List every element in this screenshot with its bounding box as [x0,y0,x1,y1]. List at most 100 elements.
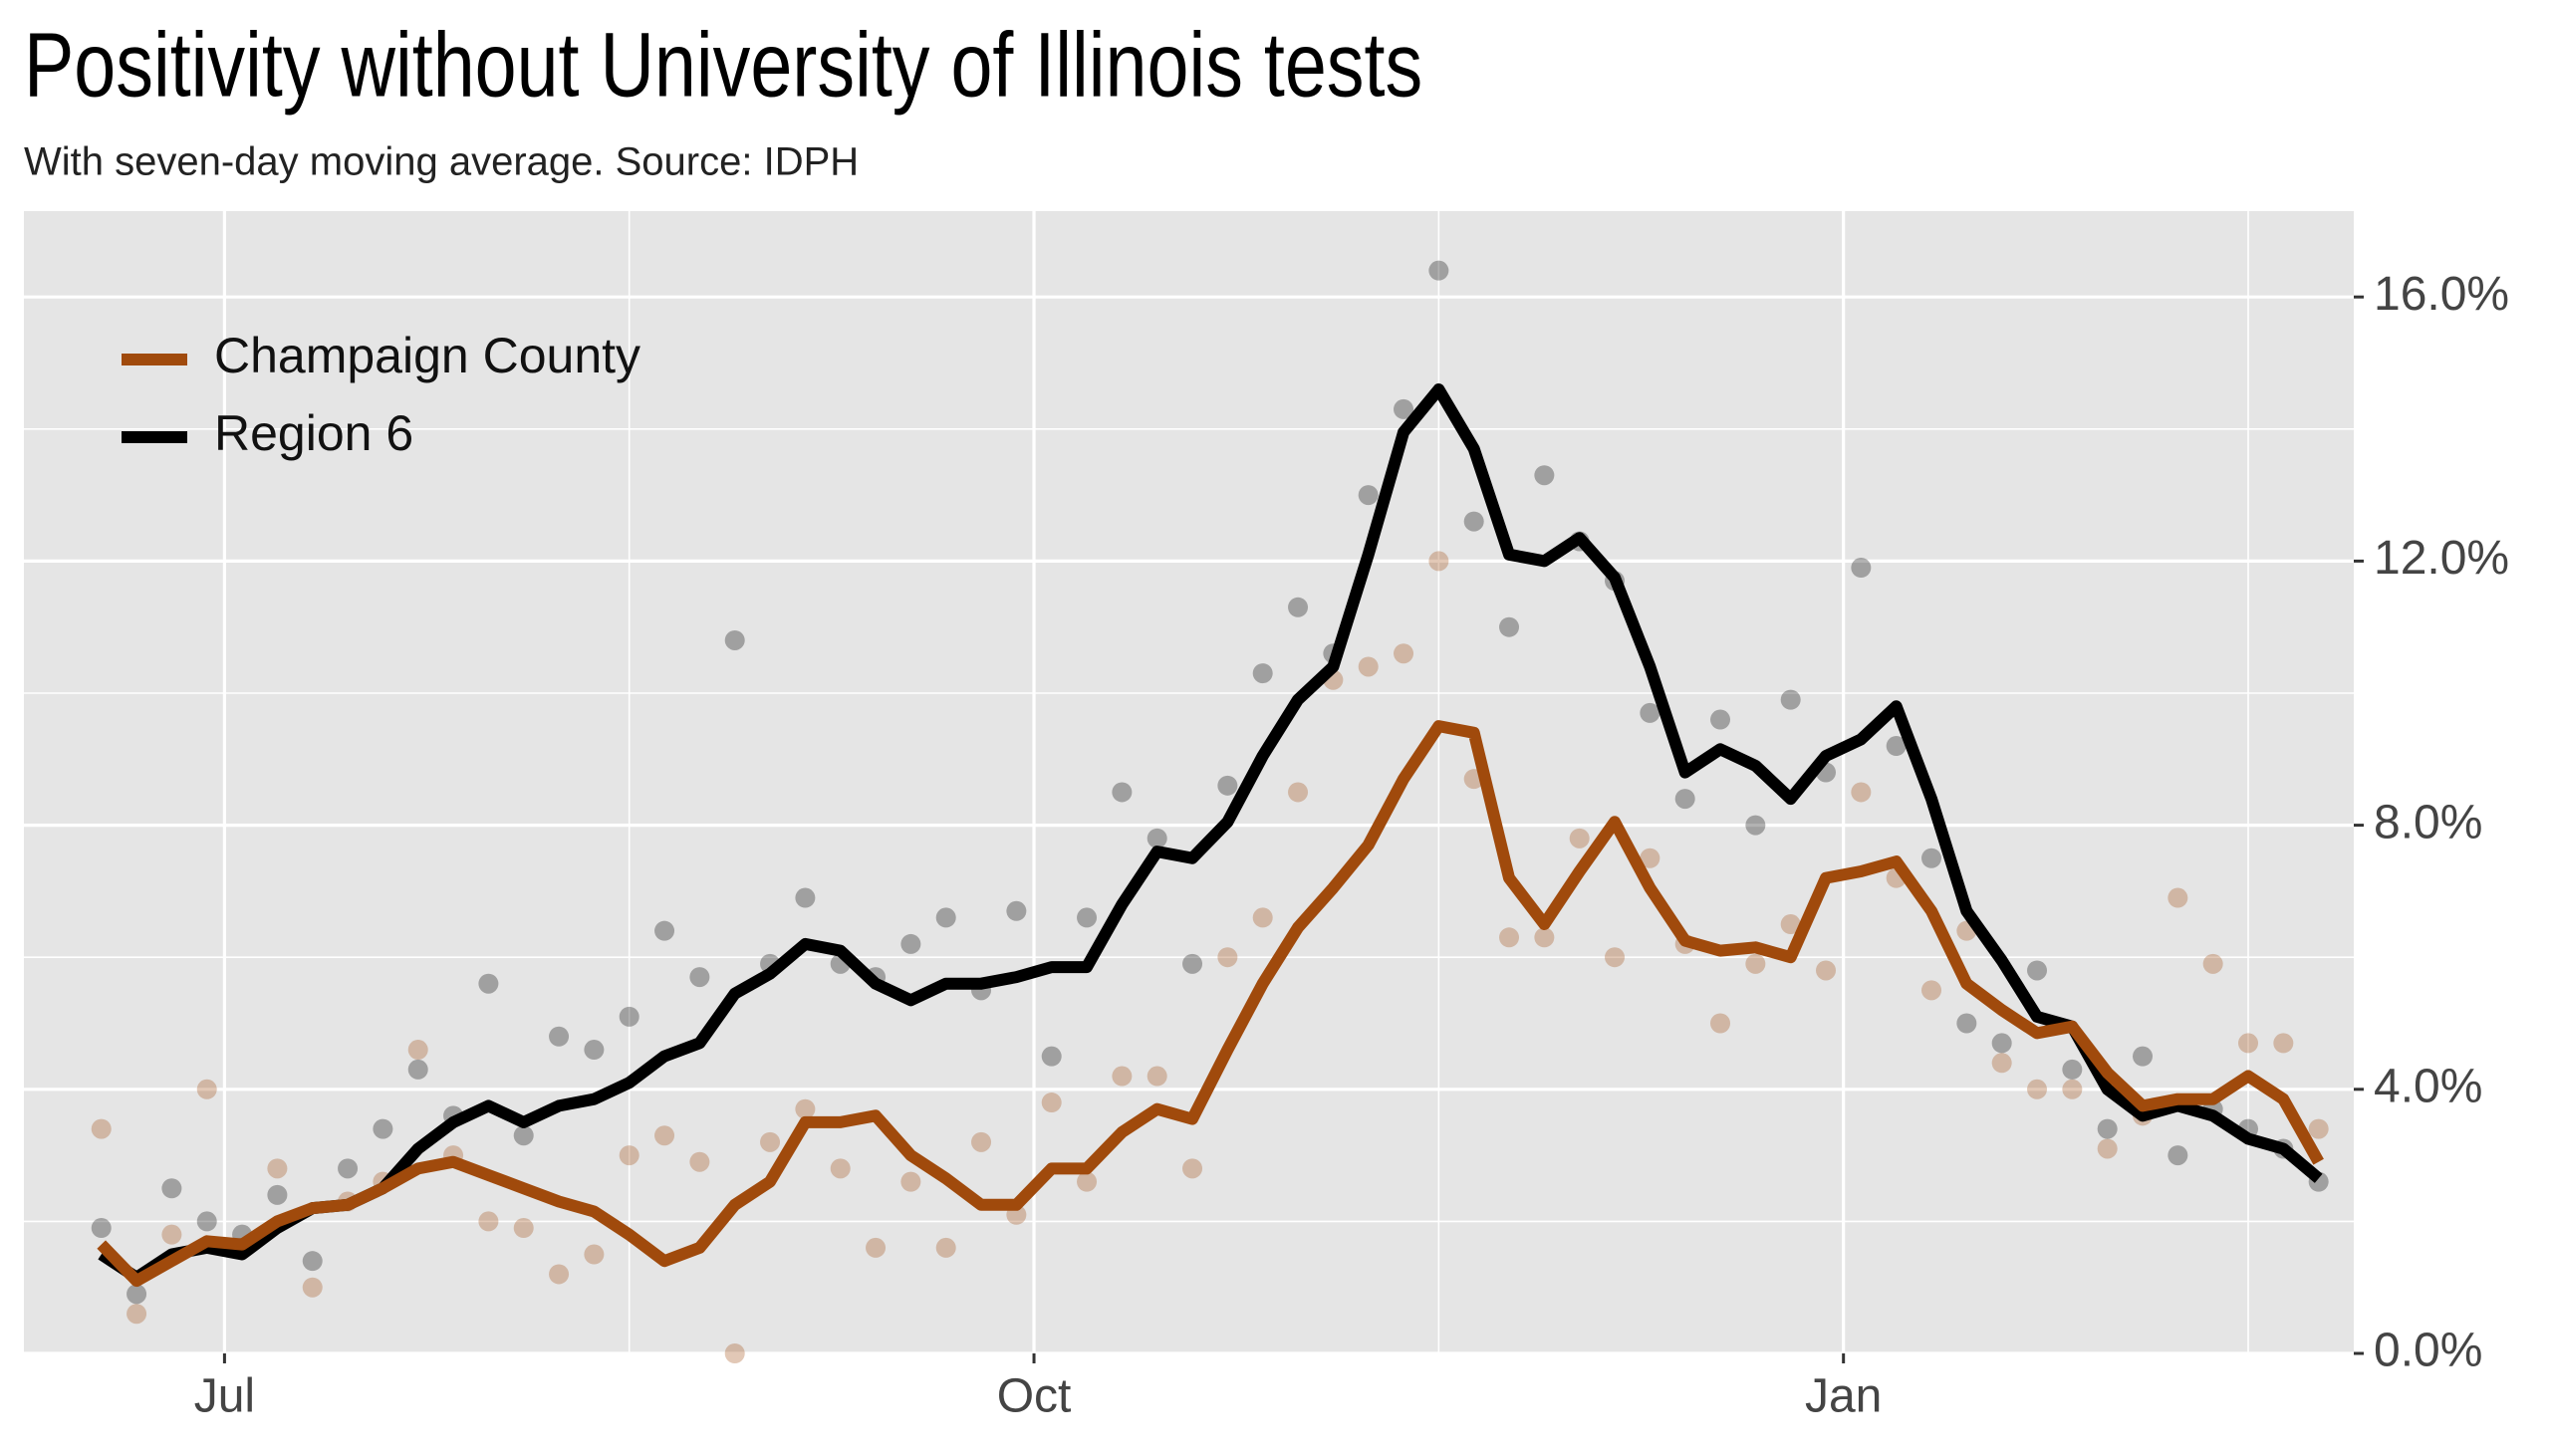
daily-point [724,1343,745,1363]
daily-point [584,1244,605,1265]
daily-point [1428,260,1449,281]
daily-point [1710,709,1731,730]
daily-point [584,1040,605,1061]
daily-point [2027,1079,2048,1099]
daily-point [127,1304,147,1325]
daily-point [91,1218,112,1239]
daily-point [1252,907,1273,928]
daily-point [2062,1079,2083,1099]
daily-point [900,1171,921,1192]
daily-point [1112,782,1133,803]
daily-point [373,1118,393,1139]
daily-point [1745,815,1766,836]
daily-point [1991,1053,2012,1074]
daily-point [1147,828,1167,849]
moving-average-line [98,383,2323,1284]
y-tick-label: 8.0% [2374,796,2482,849]
daily-point [900,933,921,954]
daily-point [1956,1013,1977,1034]
daily-point [2097,1138,2118,1159]
daily-point [2308,1118,2329,1139]
daily-point [1288,597,1309,617]
daily-point [1499,616,1520,637]
y-tick-label: 0.0% [2374,1325,2482,1377]
daily-point [1991,1033,2012,1054]
daily-point [619,1145,639,1166]
daily-point [866,1237,887,1258]
chart-subtitle: With seven-day moving average. Source: I… [24,140,859,184]
daily-point [1499,927,1520,948]
daily-point [1217,947,1238,968]
daily-point [1182,1158,1203,1179]
daily-point [2027,960,2048,981]
daily-point [2168,1145,2188,1166]
daily-point [161,1224,182,1245]
x-tick-label: Jul [194,1370,255,1423]
daily-point [267,1158,288,1179]
daily-point [654,1125,675,1146]
daily-point [724,629,745,650]
lines [97,383,2324,1288]
daily-point [1640,702,1660,723]
daily-point [1217,775,1238,796]
daily-point [689,1151,710,1172]
daily-point [338,1158,359,1179]
daily-point [549,1026,570,1047]
daily-point [2202,953,2223,974]
daily-point [1745,953,1766,974]
y-tick-label: 4.0% [2374,1060,2482,1112]
daily-point [1358,485,1379,506]
daily-point [1288,782,1309,803]
legend: Champaign County Region 6 [122,328,640,461]
daily-point [91,1118,112,1139]
daily-point [1394,398,1414,419]
daily-point [2168,887,2188,908]
daily-point [1077,1171,1098,1192]
grid [24,211,2354,1355]
daily-point [1182,953,1203,974]
x-tick-label: Jan [1805,1370,1882,1423]
daily-point [2273,1033,2294,1054]
daily-point [302,1251,323,1272]
legend-label: Region 6 [214,405,413,461]
daily-point [830,1158,851,1179]
daily-point [1605,947,1626,968]
axes: 0.0% 4.0% 8.0% 12.0% 16.0% Jul Oct Jan [194,268,2509,1423]
daily-point [1921,848,1942,868]
daily-point [935,907,956,928]
daily-point [2238,1033,2259,1054]
daily-point [1252,663,1273,684]
daily-point [196,1079,217,1099]
daily-point [407,1059,428,1080]
daily-point [2133,1046,2154,1067]
daily-point [2097,1118,2118,1139]
daily-point [971,1131,992,1152]
daily-point [1780,689,1801,710]
daily-point [619,1006,639,1027]
moving-average-line [97,720,2324,1288]
daily-point [2062,1059,2083,1080]
daily-point [1112,1066,1133,1087]
daily-point [1463,511,1484,532]
daily-point [478,1211,499,1232]
daily-point [795,1098,816,1119]
daily-point [1041,1092,1062,1113]
daily-point [1886,736,1907,757]
daily-point [1147,1066,1167,1087]
x-tick-label: Oct [997,1370,1072,1423]
y-tick-label: 12.0% [2374,532,2509,585]
daily-point [267,1184,288,1205]
daily-point [1534,465,1555,486]
daily-point [407,1040,428,1061]
daily-point [127,1284,147,1305]
daily-point [1394,643,1414,664]
daily-point [689,967,710,988]
daily-point [1041,1046,1062,1067]
legend-label: Champaign County [214,328,640,383]
daily-point [1077,907,1098,928]
daily-point [795,887,816,908]
daily-point [1710,1013,1731,1034]
daily-point [302,1277,323,1298]
daily-point [1640,848,1660,868]
